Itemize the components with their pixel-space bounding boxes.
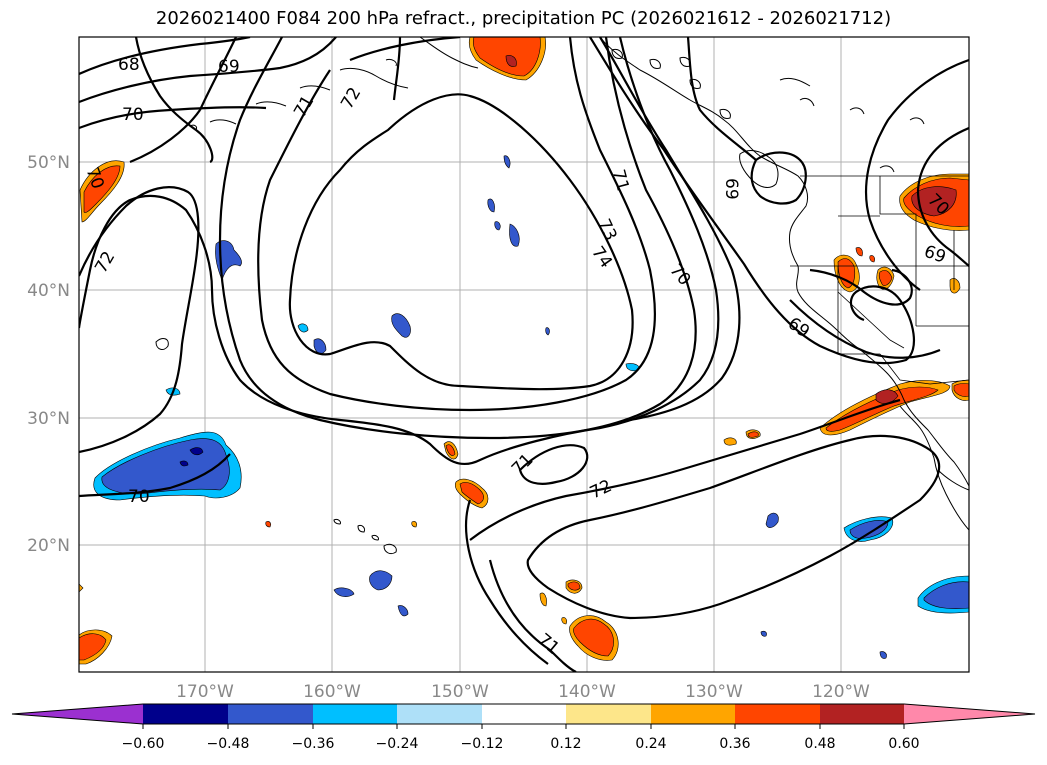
- colorbar: −0.60 −0.48 −0.36 −0.24 −0.12 0.12 0.24 …: [11, 703, 1036, 752]
- lon-label: 140°W: [558, 682, 616, 702]
- colorbar-segment: [566, 704, 651, 724]
- contour-label: 69: [218, 57, 240, 77]
- contour-label: 74: [587, 243, 616, 272]
- colorbar-tick-label: 0.12: [550, 736, 581, 752]
- longitude-labels: 170°W 160°W 150°W 140°W 130°W 120°W: [176, 682, 870, 702]
- colorbar-tick-label: −0.12: [461, 736, 504, 752]
- colorbar-segment: [651, 704, 735, 724]
- contour-label: 70: [665, 260, 694, 289]
- contour-label: 68: [118, 55, 140, 75]
- lon-label: 120°W: [812, 682, 870, 702]
- colorbar-segment: [397, 704, 482, 724]
- latitude-labels: 50°N 40°N 30°N 20°N: [27, 153, 70, 556]
- contour-label: 72: [587, 476, 615, 503]
- negative-precip-areas: [93, 155, 969, 659]
- colorbar-tick-label: −0.48: [207, 736, 250, 752]
- contour-label: 71: [508, 450, 537, 479]
- lat-label: 50°N: [27, 153, 70, 173]
- coastlines: [155, 37, 969, 555]
- colorbar-segment: [12, 704, 143, 724]
- colorbar-segment: [904, 704, 1035, 724]
- contour-label: 72: [337, 84, 365, 113]
- lat-label: 20°N: [27, 536, 70, 556]
- contour-label: 71: [534, 630, 563, 659]
- contour-label: 70: [122, 105, 144, 125]
- colorbar-tick-label: 0.48: [804, 736, 835, 752]
- gridlines: [79, 37, 969, 672]
- refractivity-contours: [79, 37, 969, 672]
- contour-label: 71: [608, 167, 633, 193]
- lon-label: 170°W: [176, 682, 234, 702]
- positive-precip-areas: [79, 37, 969, 665]
- colorbar-tick-label: −0.60: [122, 736, 165, 752]
- lat-label: 30°N: [27, 409, 70, 429]
- lon-label: 150°W: [431, 682, 489, 702]
- lon-label: 160°W: [303, 682, 361, 702]
- colorbar-segment: [228, 704, 313, 724]
- lat-label: 40°N: [27, 281, 70, 301]
- contour-label: 70: [128, 487, 150, 507]
- map-title: 2026021400 F084 200 hPa refract., precip…: [155, 8, 892, 29]
- contour-label: 69: [721, 178, 741, 200]
- colorbar-tick-label: 0.24: [635, 736, 666, 752]
- colorbar-tick-labels: −0.60 −0.48 −0.36 −0.24 −0.12 0.12 0.24 …: [122, 736, 920, 752]
- colorbar-tick-label: 0.60: [888, 736, 919, 752]
- colorbar-segment: [143, 704, 228, 724]
- lon-label: 130°W: [685, 682, 743, 702]
- colorbar-ticks: [142, 724, 905, 729]
- colorbar-tick-label: 0.36: [719, 736, 750, 752]
- map-frame: [78, 36, 970, 673]
- contour-labels: 68 69 70 71 72 73 74 71 70 69 69 72 70 7…: [81, 55, 952, 659]
- colorbar-segment: [313, 704, 397, 724]
- colorbar-tick-label: −0.24: [376, 736, 419, 752]
- colorbar-segment: [482, 704, 566, 724]
- colorbar-segment: [820, 704, 904, 724]
- colorbar-tick-label: −0.36: [292, 736, 335, 752]
- colorbar-segment: [735, 704, 820, 724]
